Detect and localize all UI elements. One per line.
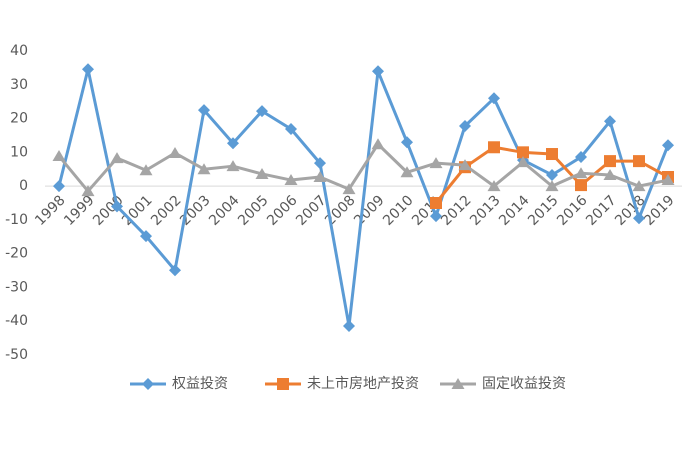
marker [52, 150, 66, 162]
marker [546, 148, 558, 161]
series-line [57, 67, 670, 328]
marker [459, 119, 471, 132]
y-tick-label: -20 [5, 246, 28, 262]
x-tick-label: 2006 [264, 192, 301, 229]
y-tick-label: -50 [5, 347, 28, 363]
x-tick-label: 2004 [206, 192, 243, 229]
marker [226, 160, 240, 172]
marker [342, 183, 356, 195]
marker [168, 147, 182, 159]
x-tick-label: 1998 [32, 192, 69, 229]
marker [82, 63, 94, 76]
x-tick-label: 2002 [148, 192, 185, 229]
marker [371, 138, 385, 150]
marker [142, 378, 154, 390]
x-tick-label: 2013 [467, 192, 504, 229]
marker [198, 104, 210, 117]
x-tick-label: 1999 [61, 192, 98, 229]
y-tick-label: 10 [10, 144, 28, 160]
marker [633, 155, 645, 168]
marker [633, 212, 645, 225]
marker [661, 174, 675, 186]
y-tick-label: -30 [5, 279, 28, 295]
marker [488, 92, 500, 105]
x-tick-label: 2009 [351, 192, 388, 229]
legend-label: 固定收益投资 [482, 376, 566, 392]
marker [458, 159, 472, 171]
marker [430, 197, 442, 209]
marker [277, 378, 289, 390]
x-tick-label: 2010 [380, 192, 417, 229]
marker [575, 151, 587, 164]
marker [284, 174, 298, 186]
marker [81, 185, 95, 197]
marker [517, 146, 529, 159]
y-tick-label: 20 [10, 111, 28, 127]
series-line [57, 142, 669, 193]
marker [400, 166, 414, 178]
x-tick-label: 2015 [525, 192, 562, 229]
legend-label: 权益投资 [172, 376, 228, 392]
y-tick-label: 30 [10, 77, 28, 93]
x-tick-label: 2017 [583, 192, 620, 229]
marker [487, 180, 501, 192]
x-tick-label: 2005 [235, 192, 272, 229]
legend-label: 未上市房地产投资 [307, 375, 419, 392]
marker [256, 105, 268, 118]
y-tick-label: 0 [19, 178, 28, 194]
marker [451, 378, 465, 389]
marker [604, 115, 616, 128]
marker [662, 139, 674, 152]
y-tick-label: 40 [10, 43, 28, 59]
marker [111, 200, 123, 213]
marker [255, 167, 269, 179]
x-tick-label: 2001 [119, 192, 156, 229]
x-tick-label: 2012 [438, 192, 475, 229]
marker [110, 152, 124, 164]
marker [343, 319, 355, 332]
marker [169, 264, 181, 277]
y-tick-label: -40 [5, 313, 28, 329]
marker [430, 210, 442, 223]
marker [545, 180, 559, 192]
marker [314, 157, 326, 170]
marker [603, 168, 617, 180]
marker [546, 168, 558, 181]
marker [372, 65, 384, 78]
marker [197, 163, 211, 175]
marker [516, 156, 530, 168]
marker [632, 180, 646, 192]
marker [313, 170, 327, 182]
marker [227, 137, 239, 150]
marker [401, 136, 413, 149]
marker [285, 123, 297, 136]
marker [604, 155, 616, 168]
marker [429, 157, 443, 169]
x-tick-label: 2014 [496, 192, 533, 229]
x-tick-label: 2007 [293, 192, 330, 229]
marker [488, 141, 500, 154]
marker [140, 230, 152, 243]
marker [139, 164, 153, 176]
x-tick-label: 2016 [554, 192, 591, 229]
y-tick-label: -10 [5, 212, 28, 228]
marker [53, 180, 65, 193]
marker [574, 167, 588, 179]
marker [575, 179, 587, 192]
